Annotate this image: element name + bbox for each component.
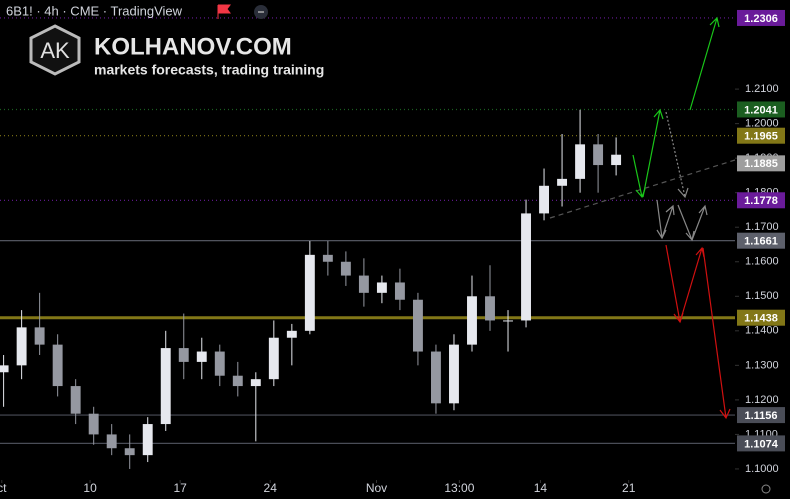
y-tick-label: 1.2100 xyxy=(745,83,779,95)
arrow xyxy=(665,111,686,198)
arrow xyxy=(689,16,720,111)
level-label-box xyxy=(737,407,785,424)
y-tick-label: 1.1500 xyxy=(745,290,779,302)
arrow xyxy=(702,247,731,420)
level-label-box xyxy=(737,435,785,452)
candle-body xyxy=(521,213,531,321)
candle-body xyxy=(196,351,207,362)
candle-body xyxy=(557,178,568,186)
flag-icon xyxy=(217,4,231,19)
candle-body xyxy=(467,296,477,345)
candle-body xyxy=(142,424,153,456)
level-label: 1.2041 xyxy=(744,104,778,116)
x-tick-label: ct xyxy=(0,481,7,495)
candle-body xyxy=(539,185,549,214)
candle-body xyxy=(485,296,495,321)
candle-body xyxy=(34,327,45,345)
arrow xyxy=(691,204,708,241)
y-tick-label: 1.1300 xyxy=(745,359,779,371)
brand: KOLHANOV.COM xyxy=(94,33,292,60)
x-tick-label: Nov xyxy=(366,481,387,495)
level-label: 1.1778 xyxy=(744,195,778,207)
candle-body xyxy=(52,344,63,387)
candle-body xyxy=(575,144,586,179)
level-label-box xyxy=(737,192,785,209)
level-label-box xyxy=(737,309,785,326)
candle-body xyxy=(286,330,297,338)
candle-body xyxy=(70,386,81,414)
candle-body xyxy=(412,299,423,352)
level-label-box xyxy=(737,127,785,144)
x-tick-label: 10 xyxy=(83,481,97,495)
candle-body xyxy=(0,365,9,373)
candle-body xyxy=(449,344,459,404)
candle-body xyxy=(376,282,387,293)
level-label: 1.1156 xyxy=(744,410,777,422)
candle-body xyxy=(503,320,513,322)
levels-layer xyxy=(0,17,735,444)
tagline: markets forecasts, trading training xyxy=(94,62,324,78)
level-label: 1.1661 xyxy=(744,236,778,248)
annotations xyxy=(549,16,736,420)
y-tick-label: 1.1200 xyxy=(745,394,779,406)
candle-body xyxy=(214,351,225,376)
x-tick-label: 24 xyxy=(264,481,278,495)
candle-body xyxy=(88,413,99,435)
candle-body xyxy=(124,448,135,456)
settings-icon[interactable] xyxy=(761,484,771,494)
x-tick-label: 14 xyxy=(534,481,548,495)
candle-body xyxy=(322,254,333,262)
level-label-box xyxy=(737,9,785,26)
candle-body xyxy=(16,327,27,366)
axis-layer: 1.10001.11001.12001.13001.14001.15001.16… xyxy=(0,83,779,495)
y-tick-label: 1.1700 xyxy=(745,221,779,233)
candle-body xyxy=(358,275,369,293)
level-labels: 1.2306 1.2041 1.1965 1.1885 1.1778 1.1661 1.14… xyxy=(737,9,785,452)
arrow xyxy=(677,187,689,199)
logo-hexagon xyxy=(29,24,81,76)
candle-body xyxy=(160,348,171,425)
y-tick-label: 1.1400 xyxy=(745,325,779,337)
level-label: 1.2306 xyxy=(744,13,778,25)
candle-body xyxy=(106,434,117,449)
y-tick-label: 1.2000 xyxy=(745,118,779,130)
candle-body xyxy=(268,337,279,380)
candle-body xyxy=(340,261,351,276)
candle-body xyxy=(304,254,315,331)
arrow xyxy=(661,204,675,239)
y-tick-label: 1.1000 xyxy=(745,463,779,475)
level-label-box xyxy=(737,232,785,249)
candle-body xyxy=(232,375,243,387)
candle-body xyxy=(394,282,405,300)
x-tick-label: 21 xyxy=(622,481,636,495)
level-label: 1.1074 xyxy=(744,438,779,450)
level-label-box xyxy=(737,155,785,172)
level-label-box xyxy=(737,101,785,118)
logo-initials: AK xyxy=(40,38,70,63)
level-label: 1.1438 xyxy=(744,313,778,325)
x-tick-label: 17 xyxy=(173,481,187,495)
candle-body xyxy=(593,144,604,166)
x-tick-label: 13:00 xyxy=(444,481,474,495)
level-label: 1.1965 xyxy=(744,131,778,143)
candles-layer xyxy=(0,109,622,469)
candle-body xyxy=(250,379,261,387)
symbol: 6B1! · 4h · CME · TradingView xyxy=(6,3,183,18)
candle-body xyxy=(431,351,441,404)
level-label: 1.1885 xyxy=(744,158,778,170)
candle-body xyxy=(178,348,189,362)
y-tick-label: 1.1600 xyxy=(745,256,779,268)
arrow xyxy=(642,108,664,198)
candle-body xyxy=(611,154,622,166)
